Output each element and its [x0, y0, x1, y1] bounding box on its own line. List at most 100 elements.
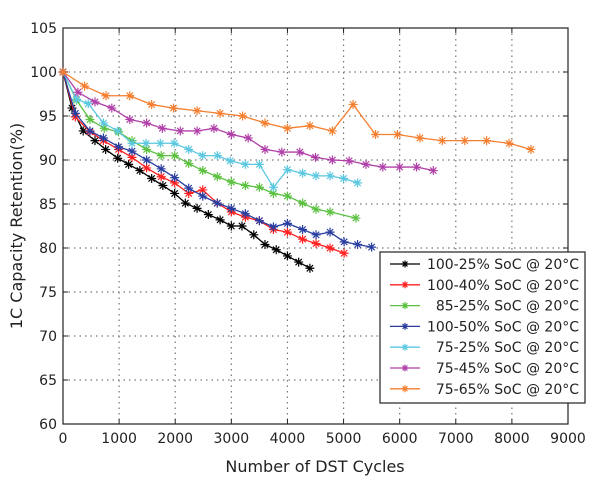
data-point-marker — [298, 234, 308, 244]
legend-marker-icon — [401, 385, 409, 393]
y-tick-label: 85 — [39, 197, 57, 213]
data-point-marker — [141, 138, 151, 148]
x-tick-label: 9000 — [550, 431, 586, 447]
y-tick-label: 95 — [39, 109, 57, 125]
series-layer — [58, 67, 536, 273]
legend-item: 75-25% SoC @ 20°C — [390, 340, 579, 356]
data-point-marker — [294, 257, 304, 267]
data-point-marker — [198, 191, 208, 201]
data-point-marker — [526, 144, 536, 154]
x-tick-label: 2000 — [157, 431, 193, 447]
data-point-marker — [311, 230, 321, 240]
data-point-marker — [225, 156, 235, 166]
data-point-marker — [107, 103, 117, 113]
data-point-marker — [175, 126, 185, 136]
data-point-marker — [437, 136, 447, 146]
legend-label: 100-50% SoC @ 20°C — [427, 319, 579, 335]
data-point-marker — [226, 129, 236, 139]
legend-item: 100-50% SoC @ 20°C — [390, 319, 579, 335]
data-point-marker — [125, 115, 135, 125]
data-point-marker — [212, 198, 222, 208]
data-point-marker — [260, 144, 270, 154]
data-point-marker — [415, 133, 425, 143]
x-tick-label: 0 — [59, 431, 68, 447]
data-point-marker — [142, 118, 152, 128]
data-point-marker — [184, 159, 194, 169]
data-point-marker — [298, 168, 308, 178]
data-point-marker — [142, 163, 152, 173]
x-tick-label: 1000 — [101, 431, 137, 447]
data-point-marker — [482, 136, 492, 146]
legend-marker-icon — [401, 281, 409, 289]
data-point-marker — [127, 138, 137, 148]
data-point-marker — [142, 155, 152, 165]
data-point-marker — [282, 123, 292, 133]
data-point-marker — [101, 91, 111, 101]
data-point-marker — [156, 151, 166, 161]
data-point-marker — [147, 173, 157, 183]
data-point-marker — [212, 172, 222, 182]
legend-label: 75-25% SoC @ 20°C — [436, 340, 579, 356]
y-tick-label: 105 — [30, 21, 57, 37]
data-point-marker — [125, 91, 135, 101]
legend-item: 100-40% SoC @ 20°C — [390, 278, 579, 294]
data-point-marker — [147, 100, 157, 110]
data-point-marker — [325, 207, 335, 217]
data-point-marker — [428, 166, 438, 176]
series-0 — [58, 67, 315, 273]
data-point-marker — [295, 147, 305, 157]
data-point-marker — [504, 138, 514, 148]
data-point-marker — [215, 215, 225, 225]
data-point-marker — [170, 188, 180, 198]
data-point-marker — [392, 129, 402, 139]
data-point-marker — [361, 159, 371, 169]
data-point-marker — [327, 126, 337, 136]
data-point-marker — [124, 159, 134, 169]
data-point-marker — [73, 87, 83, 97]
data-point-marker — [98, 118, 108, 128]
data-point-marker — [198, 151, 208, 161]
data-point-marker — [339, 173, 349, 183]
data-point-marker — [305, 121, 315, 131]
data-point-marker — [282, 191, 292, 201]
series-line — [62, 71, 532, 151]
legend-marker-icon — [401, 364, 409, 372]
series-4 — [58, 67, 363, 192]
series-6 — [58, 67, 536, 154]
data-point-marker — [198, 185, 208, 195]
x-tick-label: 6000 — [382, 431, 418, 447]
legend-label: 100-40% SoC @ 20°C — [427, 278, 579, 294]
data-point-marker — [90, 97, 100, 107]
legend-marker-icon — [401, 260, 409, 268]
data-point-marker — [212, 151, 222, 161]
y-tick-label: 90 — [39, 153, 57, 169]
data-point-marker — [238, 111, 248, 121]
legend-item: 100-25% SoC @ 20°C — [390, 257, 579, 273]
data-point-marker — [298, 198, 308, 208]
data-point-marker — [367, 242, 377, 252]
data-point-marker — [170, 178, 180, 188]
data-point-marker — [240, 209, 250, 219]
data-point-marker — [80, 81, 90, 91]
y-tick-label: 65 — [39, 373, 57, 389]
data-point-marker — [277, 147, 287, 157]
data-point-marker — [282, 165, 292, 175]
legend-item: 75-65% SoC @ 20°C — [390, 382, 579, 398]
legend-box — [379, 251, 586, 404]
data-point-marker — [114, 142, 124, 152]
data-point-marker — [192, 106, 202, 116]
data-point-marker — [184, 144, 194, 154]
data-point-marker — [325, 227, 335, 237]
legend-item: 75-45% SoC @ 20°C — [390, 361, 579, 377]
data-point-marker — [327, 155, 337, 165]
data-point-marker — [325, 243, 335, 253]
data-point-marker — [99, 123, 109, 133]
data-point-marker — [170, 173, 180, 183]
data-point-marker — [282, 251, 292, 261]
data-point-marker — [85, 126, 95, 136]
data-point-marker — [339, 248, 349, 258]
legend-marker-icon — [401, 302, 409, 310]
legend-label: 85-25% SoC @ 20°C — [436, 299, 579, 315]
x-axis-label: Number of DST Cycles — [225, 457, 404, 476]
